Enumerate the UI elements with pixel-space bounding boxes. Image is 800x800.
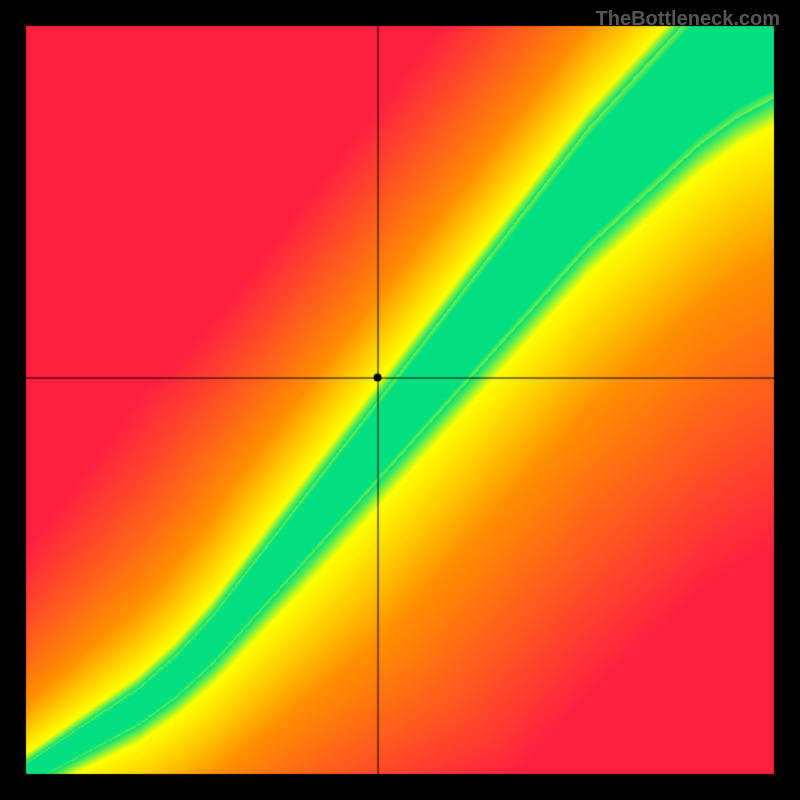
heatmap-canvas xyxy=(0,0,800,800)
watermark-text: TheBottleneck.com xyxy=(596,8,780,31)
chart-container: TheBottleneck.com xyxy=(0,0,800,800)
